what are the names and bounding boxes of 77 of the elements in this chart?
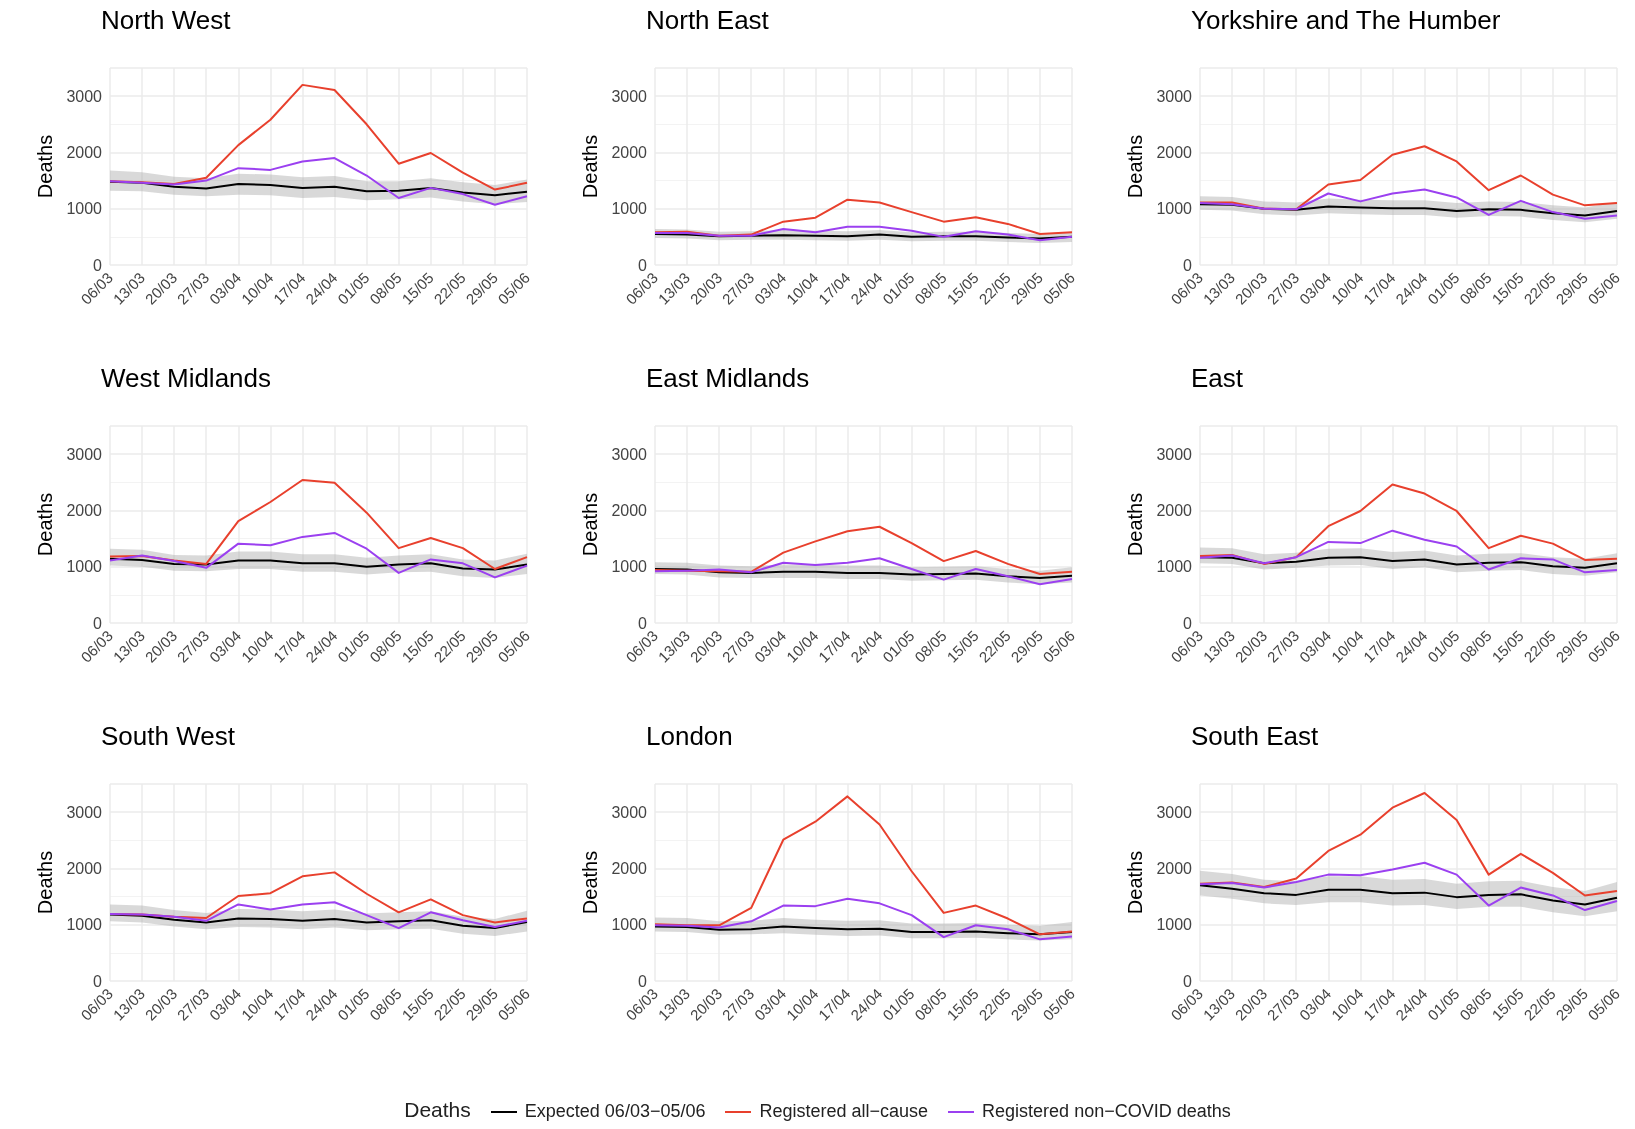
- y-axis-title: Deaths: [1124, 850, 1146, 915]
- y-tick-label: 1000: [66, 916, 103, 934]
- y-tick-label: 1000: [1156, 916, 1193, 934]
- y-axis-title: Deaths: [1124, 134, 1146, 199]
- y-axis-title: Deaths: [34, 850, 56, 915]
- y-tick-label: 0: [1183, 256, 1193, 274]
- line-series: [109, 479, 528, 570]
- legend-label: Registered all−cause: [758, 1101, 929, 1121]
- y-axis-title: Deaths: [579, 134, 601, 199]
- y-tick-label: 3000: [611, 803, 648, 821]
- legend-label: Registered non−COVID deaths: [981, 1101, 1231, 1121]
- y-tick-label: 3000: [1156, 87, 1193, 105]
- y-tick-label: 2000: [1156, 859, 1193, 877]
- y-axis-title: Deaths: [1124, 492, 1146, 557]
- line-series: [654, 795, 1073, 936]
- line-series: [1199, 861, 1618, 912]
- y-tick-label: 0: [638, 256, 648, 274]
- line-series: [109, 531, 528, 579]
- y-tick-label: 3000: [66, 87, 103, 105]
- line-series: [109, 180, 528, 197]
- y-tick-label: 3000: [66, 445, 103, 463]
- y-tick-label: 1000: [611, 200, 648, 218]
- y-tick-label: 1000: [1156, 200, 1193, 218]
- y-tick-label: 0: [1183, 972, 1193, 990]
- y-axis-title: Deaths: [34, 134, 56, 199]
- chart-title: North East: [646, 5, 770, 35]
- line-series: [654, 567, 1073, 579]
- chart-title: South East: [1191, 721, 1319, 751]
- y-tick-label: 2000: [66, 859, 103, 877]
- y-tick-label: 1000: [611, 558, 648, 576]
- line-series: [109, 901, 528, 930]
- chart-title: South West: [101, 721, 236, 751]
- line-series: [1199, 884, 1618, 906]
- line-series: [1199, 483, 1618, 565]
- y-tick-label: 0: [638, 972, 648, 990]
- line-series: [109, 157, 528, 206]
- y-tick-label: 2000: [611, 143, 648, 161]
- y-tick-label: 2000: [1156, 501, 1193, 519]
- y-axis-title: Deaths: [579, 850, 601, 915]
- y-tick-label: 3000: [611, 87, 648, 105]
- y-tick-label: 2000: [1156, 143, 1193, 161]
- line-series: [1199, 188, 1618, 220]
- y-tick-label: 0: [93, 614, 103, 632]
- chart-title: Yorkshire and The Humber: [1191, 5, 1501, 35]
- y-axis-title: Deaths: [34, 492, 56, 557]
- y-tick-label: 0: [93, 972, 103, 990]
- y-tick-label: 1000: [611, 916, 648, 934]
- y-tick-label: 3000: [611, 445, 648, 463]
- y-tick-label: 0: [638, 614, 648, 632]
- legend-label: Expected 06/03−05/06: [523, 1101, 706, 1121]
- legend-title: Deaths: [404, 1098, 471, 1121]
- chart-title: East: [1191, 363, 1244, 393]
- chart-title: East Midlands: [646, 363, 810, 393]
- y-tick-label: 2000: [611, 501, 648, 519]
- y-tick-label: 1000: [1156, 558, 1193, 576]
- y-tick-label: 3000: [1156, 445, 1193, 463]
- y-tick-label: 1000: [66, 200, 103, 218]
- y-tick-label: 0: [1183, 614, 1193, 632]
- y-tick-label: 2000: [66, 143, 103, 161]
- y-axis-title: Deaths: [579, 492, 601, 557]
- y-tick-label: 2000: [66, 501, 103, 519]
- y-tick-label: 1000: [66, 558, 103, 576]
- line-series: [109, 557, 528, 571]
- y-tick-label: 3000: [1156, 803, 1193, 821]
- y-tick-label: 3000: [66, 803, 103, 821]
- line-series: [1199, 529, 1618, 574]
- chart-title: North West: [101, 5, 232, 35]
- chart-title: London: [646, 721, 733, 751]
- line-series: [1199, 203, 1618, 217]
- chart-title: West Midlands: [101, 363, 272, 393]
- y-tick-label: 2000: [611, 859, 648, 877]
- y-tick-label: 0: [93, 256, 103, 274]
- line-series: [654, 557, 1073, 586]
- line-series: [109, 913, 528, 930]
- line-series: [654, 525, 1073, 576]
- line-series: [654, 198, 1073, 237]
- line-series: [654, 897, 1073, 941]
